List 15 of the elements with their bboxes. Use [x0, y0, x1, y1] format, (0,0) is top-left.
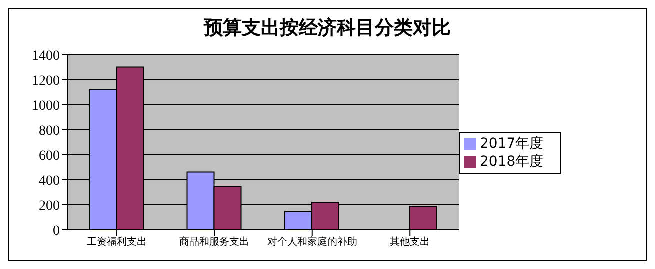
y-tick-label: 200	[39, 198, 60, 214]
y-tick-label: 1000	[32, 98, 60, 114]
x-tick-label: 其他支出	[390, 236, 430, 248]
y-tick-label: 800	[39, 124, 60, 139]
legend-label: 2017年度	[480, 136, 544, 152]
y-tick-label: 600	[39, 148, 60, 164]
y-tick-label: 1400	[32, 48, 60, 64]
legend-label: 2018年度	[480, 154, 544, 170]
y-tick-label: 400	[39, 174, 60, 189]
x-tick-label: 工资福利支出	[86, 236, 147, 248]
y-tick-label: 0	[53, 224, 60, 239]
x-tick-label: 商品和服务支出	[180, 236, 250, 248]
x-tick-label: 对个人和家庭的补助	[267, 236, 358, 248]
chart-title: 预算支出按经济科目分类对比	[202, 16, 452, 41]
y-tick-label: 1200	[32, 74, 60, 89]
